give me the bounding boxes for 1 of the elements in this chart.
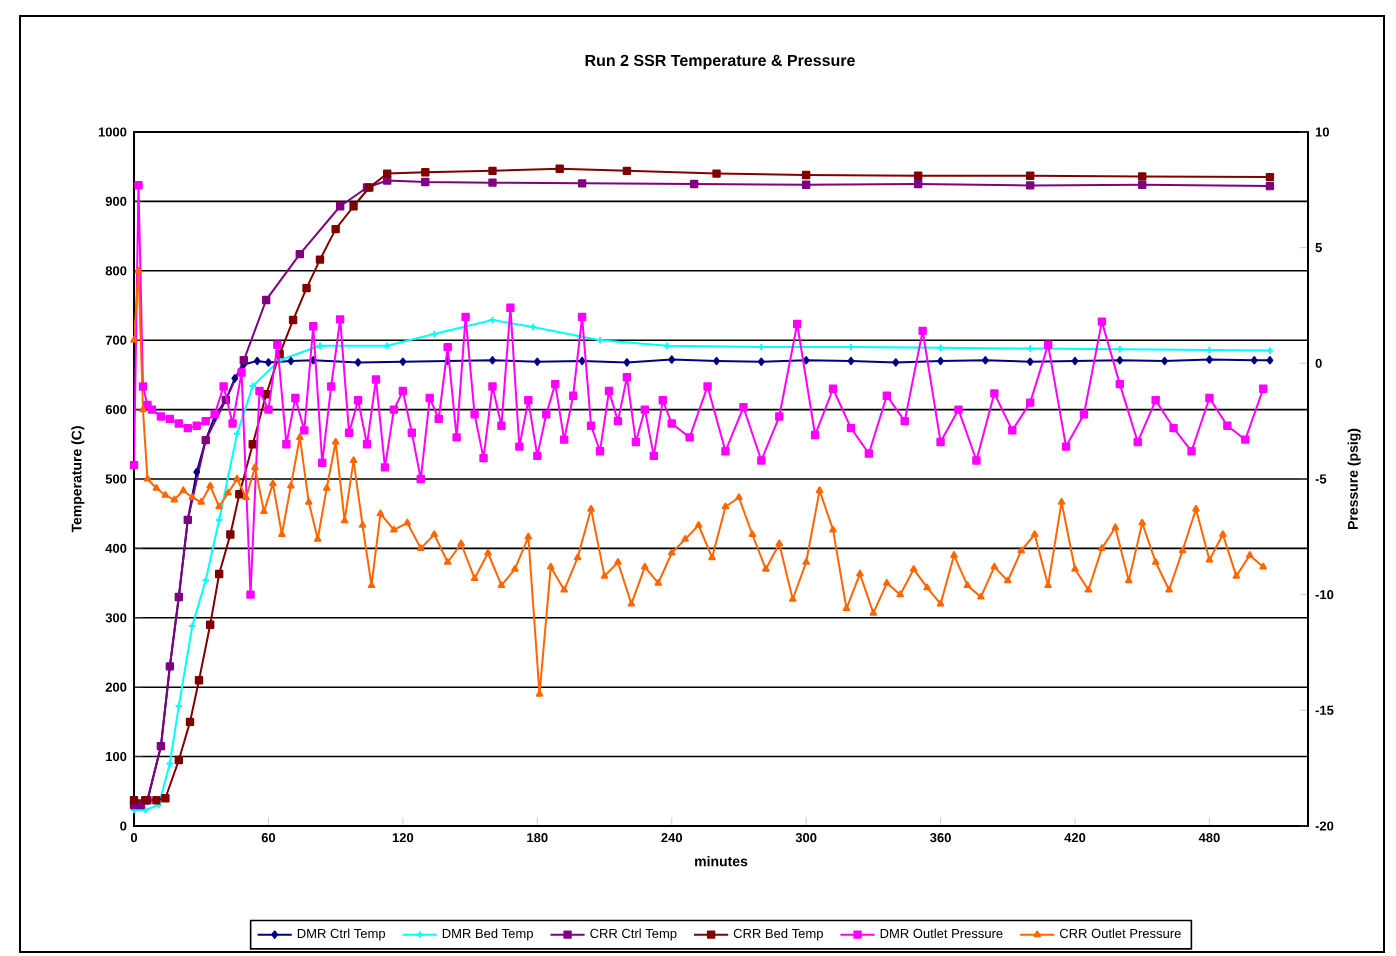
chart-title: Run 2 SSR Temperature & Pressure [585, 54, 855, 70]
